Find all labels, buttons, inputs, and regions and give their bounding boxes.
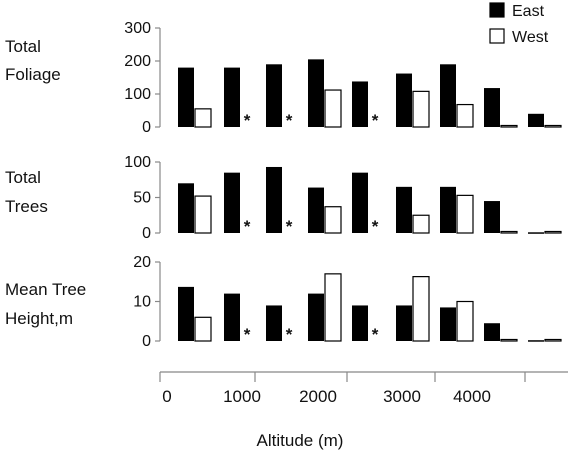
y-tick-label-2-50: 50 xyxy=(133,190,151,207)
bar-east-panel1-cat3 xyxy=(266,64,282,127)
x-tick-label-3000: 3000 xyxy=(383,387,421,406)
missing-marker-panel3-cat2: * xyxy=(244,325,251,344)
bar-east-panel1-cat1 xyxy=(178,67,194,127)
bar-east-panel1-cat7 xyxy=(440,64,456,127)
bar-west-panel2-cat6 xyxy=(412,214,430,234)
x-tick-label-1000: 1000 xyxy=(223,387,261,406)
bar-east-panel1-cat6 xyxy=(396,73,412,127)
bar-west-panel2-cat9 xyxy=(544,230,562,234)
bar-west-panel1-cat6 xyxy=(412,90,430,128)
row-label-1-line-1: Total xyxy=(5,37,41,56)
bar-west-panel1-cat9 xyxy=(544,124,562,128)
bar-west-panel1-cat1 xyxy=(194,108,212,128)
bar-west-panel2-cat7 xyxy=(456,194,474,234)
bar-west-panel3-cat7 xyxy=(456,300,474,342)
legend-swatch-west xyxy=(489,28,505,44)
bar-west-panel2-cat1 xyxy=(194,195,212,234)
bar-east-panel2-cat2 xyxy=(224,172,240,233)
y-tick-label-3-20: 20 xyxy=(133,254,151,271)
bar-west-panel3-cat8 xyxy=(500,338,518,342)
bar-west-panel3-cat4 xyxy=(324,273,342,342)
bar-east-panel3-cat5 xyxy=(352,305,368,341)
bar-west-panel1-cat8 xyxy=(500,124,518,128)
y-tick-label-1-200: 200 xyxy=(124,53,151,70)
y-tick-label-3-10: 10 xyxy=(133,294,151,311)
x-tick-label-0: 0 xyxy=(162,387,171,406)
missing-marker-panel3-cat5: * xyxy=(372,325,379,344)
bar-east-panel2-cat5 xyxy=(352,172,368,233)
bar-east-panel1-cat2 xyxy=(224,67,240,127)
missing-marker-panel1-cat5: * xyxy=(372,111,379,130)
bar-east-panel3-cat1 xyxy=(178,286,194,341)
row-label-2-line-2: Trees xyxy=(5,197,48,216)
bar-east-panel3-cat4 xyxy=(308,293,324,341)
bar-west-panel2-cat8 xyxy=(500,230,518,234)
x-tick-label-2000: 2000 xyxy=(299,387,337,406)
bar-east-panel2-cat7 xyxy=(440,186,456,233)
bar-east-panel1-cat4 xyxy=(308,59,324,127)
bar-west-panel1-cat7 xyxy=(456,103,474,128)
y-tick-label-2-0: 0 xyxy=(142,225,151,242)
y-tick-label-1-100: 100 xyxy=(124,86,151,103)
bar-west-panel3-cat6 xyxy=(412,276,430,342)
bar-east-panel3-cat8 xyxy=(484,323,500,341)
bar-west-panel3-cat9 xyxy=(544,338,562,342)
bar-east-panel3-cat6 xyxy=(396,305,412,341)
bar-west-panel3-cat1 xyxy=(194,316,212,342)
bar-east-panel3-cat3 xyxy=(266,305,282,341)
row-label-2-line-1: Total xyxy=(5,168,41,187)
bar-east-panel1-cat8 xyxy=(484,88,500,127)
x-axis-label: Altitude (m) xyxy=(257,431,344,450)
bar-east-panel2-cat3 xyxy=(266,166,282,233)
bar-east-panel2-cat9 xyxy=(528,232,544,234)
missing-marker-panel2-cat2: * xyxy=(244,217,251,236)
row-label-3-line-2: Height,m xyxy=(5,309,73,328)
bar-east-panel2-cat8 xyxy=(484,201,500,233)
bar-west-panel1-cat4 xyxy=(324,89,342,128)
legend-swatch-east xyxy=(489,2,505,18)
bar-east-panel2-cat6 xyxy=(396,186,412,233)
y-tick-label-3-0: 0 xyxy=(142,333,151,350)
missing-marker-panel2-cat3: * xyxy=(286,217,293,236)
missing-marker-panel1-cat2: * xyxy=(244,111,251,130)
bar-east-panel3-cat7 xyxy=(440,307,456,341)
bar-east-panel1-cat5 xyxy=(352,81,368,127)
legend-label-west: West xyxy=(512,29,549,46)
bar-east-panel3-cat2 xyxy=(224,293,240,341)
bar-east-panel3-cat9 xyxy=(528,340,544,342)
missing-marker-panel2-cat5: * xyxy=(372,217,379,236)
y-tick-label-1-0: 0 xyxy=(142,119,151,136)
row-label-3-line-1: Mean Tree xyxy=(5,280,86,299)
bar-west-panel2-cat4 xyxy=(324,206,342,234)
row-label-1-line-2: Foliage xyxy=(5,65,61,84)
missing-marker-panel1-cat3: * xyxy=(286,111,293,130)
missing-marker-panel3-cat3: * xyxy=(286,325,293,344)
y-tick-label-1-300: 300 xyxy=(124,20,151,37)
bar-east-panel1-cat9 xyxy=(528,113,544,127)
legend-label-east: East xyxy=(512,3,545,20)
x-tick-label-4000: 4000 xyxy=(453,387,491,406)
bar-east-panel2-cat1 xyxy=(178,183,194,233)
y-tick-label-2-100: 100 xyxy=(124,154,151,171)
bar-east-panel2-cat4 xyxy=(308,187,324,233)
